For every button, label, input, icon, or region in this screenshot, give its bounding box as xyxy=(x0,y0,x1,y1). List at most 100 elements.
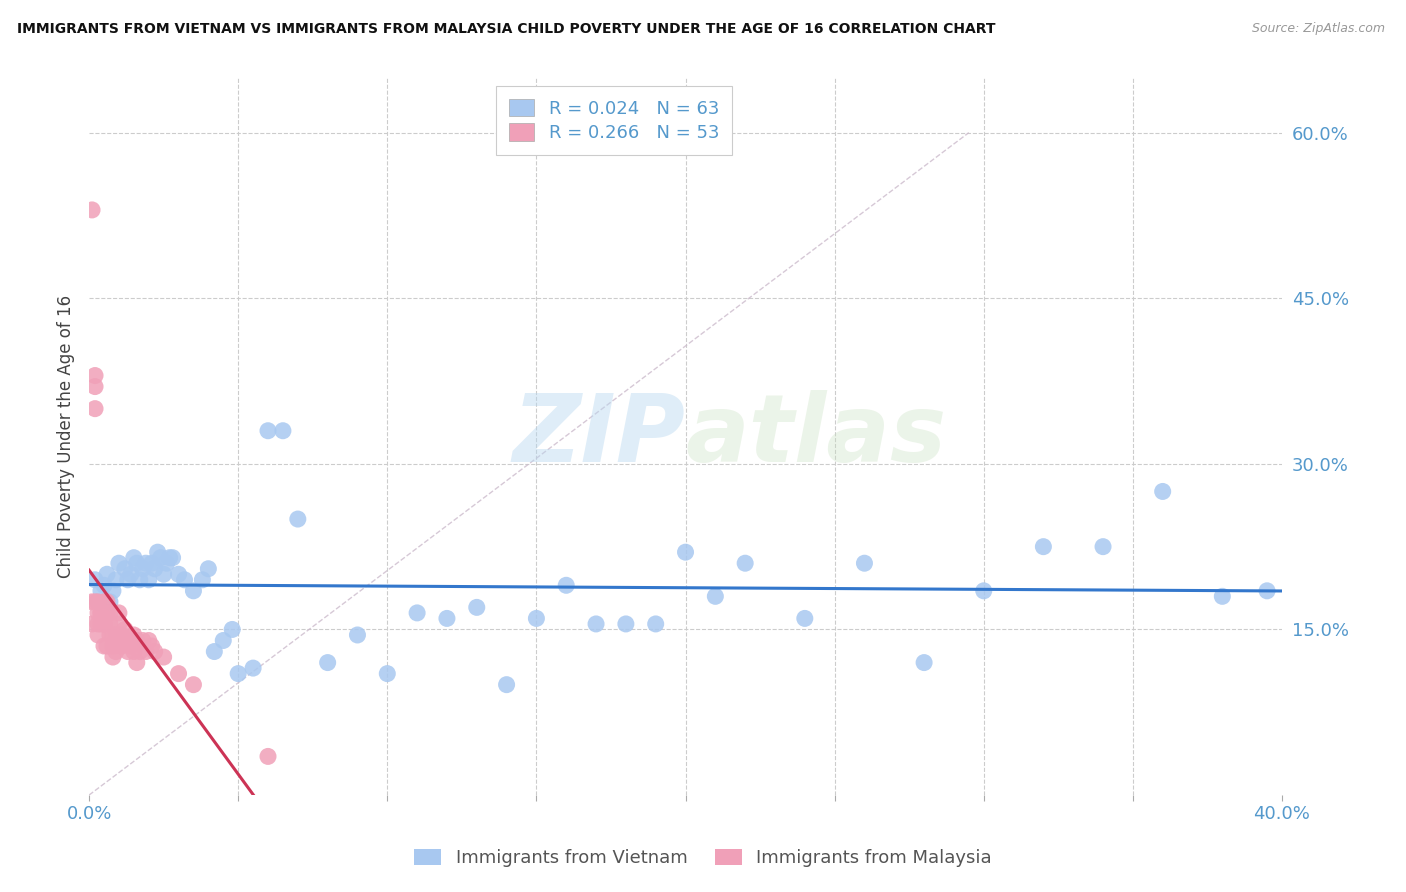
Point xyxy=(526,611,548,625)
Point xyxy=(122,550,145,565)
Point xyxy=(138,573,160,587)
Point xyxy=(375,666,398,681)
Point xyxy=(90,616,112,631)
Point xyxy=(143,644,166,658)
Point xyxy=(120,639,142,653)
Point xyxy=(1256,583,1278,598)
Point xyxy=(108,556,131,570)
Point xyxy=(197,562,219,576)
Point xyxy=(1032,540,1054,554)
Point xyxy=(271,424,294,438)
Point xyxy=(93,578,115,592)
Point xyxy=(316,656,339,670)
Point xyxy=(1152,484,1174,499)
Point xyxy=(104,573,127,587)
Point xyxy=(101,583,124,598)
Point xyxy=(152,567,174,582)
Point xyxy=(167,567,190,582)
Point xyxy=(152,650,174,665)
Point xyxy=(202,644,225,658)
Point xyxy=(346,628,368,642)
Point xyxy=(98,616,121,631)
Point xyxy=(108,616,131,631)
Point xyxy=(436,611,458,625)
Point xyxy=(221,623,243,637)
Point xyxy=(117,644,139,658)
Point xyxy=(122,628,145,642)
Point xyxy=(111,628,134,642)
Point xyxy=(138,633,160,648)
Point xyxy=(87,595,110,609)
Point xyxy=(80,595,103,609)
Point xyxy=(853,556,876,570)
Point xyxy=(80,202,103,217)
Point xyxy=(101,650,124,665)
Point xyxy=(90,606,112,620)
Point xyxy=(101,639,124,653)
Point xyxy=(128,644,150,658)
Point xyxy=(104,628,127,642)
Point xyxy=(114,562,136,576)
Point xyxy=(87,606,110,620)
Point xyxy=(125,656,148,670)
Point xyxy=(125,633,148,648)
Point xyxy=(1211,590,1233,604)
Point xyxy=(135,644,157,658)
Point xyxy=(87,595,110,609)
Point xyxy=(495,678,517,692)
Point xyxy=(675,545,697,559)
Point xyxy=(96,639,118,653)
Point xyxy=(104,644,127,658)
Point xyxy=(108,628,131,642)
Point xyxy=(132,562,155,576)
Text: Source: ZipAtlas.com: Source: ZipAtlas.com xyxy=(1251,22,1385,36)
Point xyxy=(555,578,578,592)
Point xyxy=(704,590,727,604)
Point xyxy=(257,424,280,438)
Point xyxy=(585,616,607,631)
Point xyxy=(93,639,115,653)
Point xyxy=(793,611,815,625)
Point xyxy=(87,616,110,631)
Point xyxy=(212,633,235,648)
Point xyxy=(159,550,181,565)
Point xyxy=(242,661,264,675)
Point xyxy=(912,656,935,670)
Point xyxy=(90,583,112,598)
Text: atlas: atlas xyxy=(686,391,946,483)
Point xyxy=(84,379,107,393)
Point xyxy=(287,512,309,526)
Point xyxy=(96,595,118,609)
Point xyxy=(614,616,637,631)
Point xyxy=(93,616,115,631)
Point xyxy=(173,573,195,587)
Point xyxy=(128,573,150,587)
Point xyxy=(141,639,163,653)
Point xyxy=(406,606,429,620)
Text: ZIP: ZIP xyxy=(513,391,686,483)
Point xyxy=(146,545,169,559)
Point xyxy=(96,606,118,620)
Point xyxy=(98,595,121,609)
Point xyxy=(108,606,131,620)
Legend: Immigrants from Vietnam, Immigrants from Malaysia: Immigrants from Vietnam, Immigrants from… xyxy=(405,839,1001,876)
Point xyxy=(84,368,107,383)
Point xyxy=(80,616,103,631)
Point xyxy=(111,639,134,653)
Point xyxy=(120,567,142,582)
Point xyxy=(125,556,148,570)
Point xyxy=(135,556,157,570)
Point xyxy=(84,573,107,587)
Point xyxy=(98,606,121,620)
Point xyxy=(155,556,177,570)
Point xyxy=(122,644,145,658)
Point xyxy=(465,600,488,615)
Point xyxy=(98,628,121,642)
Point xyxy=(1092,540,1115,554)
Point xyxy=(183,583,205,598)
Point xyxy=(143,562,166,576)
Point xyxy=(257,749,280,764)
Point xyxy=(644,616,666,631)
Point xyxy=(167,666,190,681)
Point xyxy=(114,623,136,637)
